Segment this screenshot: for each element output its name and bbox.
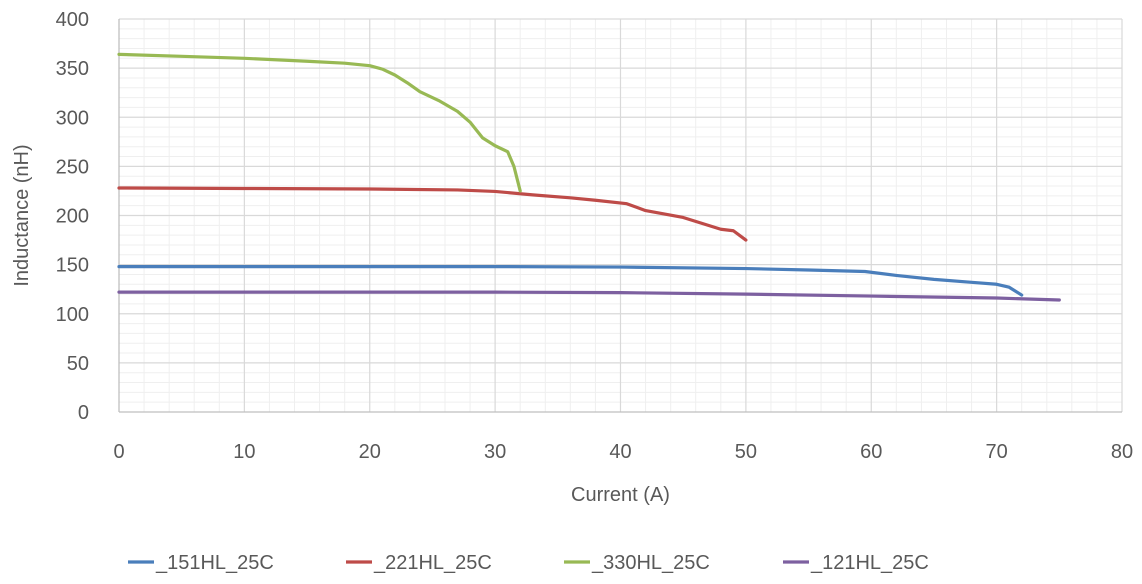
x-tick-label: 10 bbox=[233, 441, 255, 463]
y-tick-label: 400 bbox=[56, 9, 89, 31]
y-tick-label: 200 bbox=[56, 206, 89, 228]
series-line-3 bbox=[117, 290, 1061, 302]
x-tick-label: 0 bbox=[113, 441, 124, 463]
series-line-2 bbox=[117, 52, 522, 193]
legend: _151HL_25C _221HL_25C _330HL_25C _121HL_25C bbox=[128, 552, 929, 574]
x-tick-label: 20 bbox=[359, 441, 381, 463]
y-tick-label: 0 bbox=[78, 402, 89, 424]
y-tick-label: 50 bbox=[67, 353, 89, 375]
y-tick-label: 350 bbox=[56, 58, 89, 80]
x-tick-label: 50 bbox=[735, 441, 757, 463]
y-tick-label: 100 bbox=[56, 304, 89, 326]
x-axis-title: Current (A) bbox=[571, 484, 670, 506]
x-tick-label: 80 bbox=[1111, 441, 1133, 463]
major-gridlines bbox=[119, 18, 1123, 412]
x-tick-label: 70 bbox=[986, 441, 1008, 463]
y-tick-label: 150 bbox=[56, 255, 89, 277]
x-tick-label: 40 bbox=[609, 441, 631, 463]
axes bbox=[118, 19, 1122, 413]
y-axis-title: Inductance (nH) bbox=[11, 144, 33, 286]
y-tick-labels: 0 50 100 150 200 250 300 350 400 bbox=[56, 9, 89, 424]
legend-label-2: _330HL_25C bbox=[591, 552, 710, 574]
legend-label-1: _221HL_25C bbox=[373, 552, 492, 574]
series-line-0 bbox=[117, 264, 1024, 297]
series-line-1 bbox=[117, 186, 748, 242]
y-tick-label: 250 bbox=[56, 156, 89, 178]
x-tick-labels: 0 10 20 30 40 50 60 70 80 bbox=[113, 441, 1133, 463]
legend-label-0: _151HL_25C bbox=[155, 552, 274, 574]
x-tick-label: 60 bbox=[860, 441, 882, 463]
x-tick-label: 30 bbox=[484, 441, 506, 463]
legend-label-3: _121HL_25C bbox=[810, 552, 929, 574]
series-layer bbox=[117, 52, 1061, 302]
y-tick-label: 300 bbox=[56, 107, 89, 129]
